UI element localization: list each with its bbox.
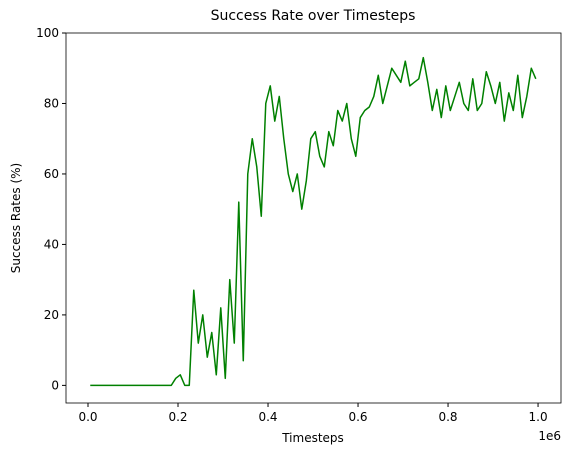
y-axis-label: Success Rates (%): [9, 163, 23, 273]
y-tick-label: 0: [51, 378, 59, 392]
y-tick-label: 100: [36, 26, 59, 40]
x-tick-label: 0.4: [258, 410, 277, 424]
data-line: [90, 56, 537, 387]
x-tick-label: 0.8: [438, 410, 457, 424]
x-axis-label: Timesteps: [281, 431, 344, 445]
x-offset-label: 1e6: [538, 429, 561, 443]
y-tick-label: 40: [44, 237, 59, 251]
y-tick-label: 20: [44, 308, 59, 322]
plot-frame: [65, 32, 562, 404]
x-tick-label: 0.0: [78, 410, 97, 424]
chart-title: Success Rate over Timesteps: [211, 8, 416, 24]
x-tick-label: 0.2: [168, 410, 187, 424]
y-tick-label: 80: [44, 96, 59, 110]
x-tick-label: 0.6: [348, 410, 367, 424]
y-tick-label: 60: [44, 167, 59, 181]
x-tick-label: 1.0: [529, 410, 548, 424]
